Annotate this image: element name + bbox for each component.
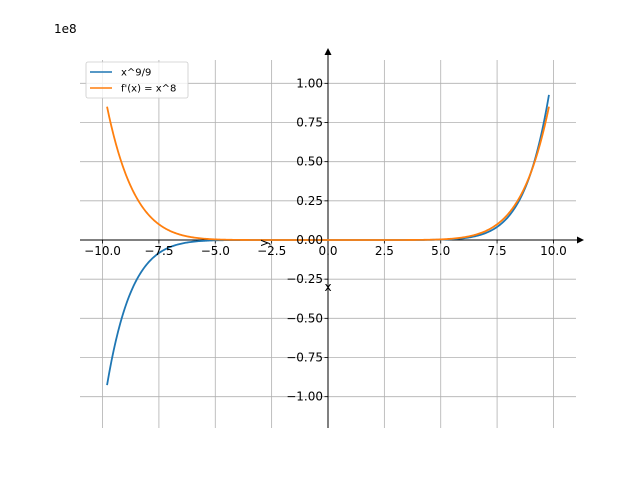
y-tick-label-4: 0.00	[296, 233, 323, 247]
y-tick-label-0: −1.00	[286, 390, 323, 404]
legend-label-1: x^9/9	[121, 68, 151, 79]
x-tick-label-7: 7.5	[488, 244, 507, 258]
x-tick-label-5: 2.5	[375, 244, 394, 258]
x-tick-label-0: −10.0	[84, 244, 121, 258]
y-tick-label-3: −0.25	[286, 272, 323, 286]
y-tick-label-1: −0.75	[286, 351, 323, 365]
y-tick-label-7: 0.75	[296, 116, 323, 130]
legend-box	[85, 61, 189, 99]
y-tick-label-8: 1.00	[296, 76, 323, 90]
y-tick-label-5: 0.25	[296, 194, 323, 208]
y-tick-label-2: −0.50	[286, 311, 323, 325]
series-lines	[106, 94, 550, 386]
x-tick-label-1: −7.5	[144, 244, 173, 258]
y-tick-label-6: 0.50	[296, 155, 323, 169]
y-axis-label: y	[257, 239, 271, 246]
x-tick-label-4: 0.0	[318, 244, 337, 258]
axes	[80, 48, 584, 428]
x-tick-label-3: −2.5	[257, 244, 286, 258]
x-axis-arrow	[577, 236, 584, 244]
legend-label-2: f'(x) = x^8	[121, 84, 176, 95]
y-axis-arrow	[324, 48, 332, 55]
legend: x^9/9 f'(x) = x^8	[85, 61, 189, 99]
tick-labels: −10.0 −7.5 −5.0 −2.5 0.0 2.5 5.0 7.5 10.0 −1.00 −0…	[84, 76, 567, 403]
scale-note: 1e8	[54, 22, 77, 36]
x-tick-label-6: 5.0	[431, 244, 450, 258]
x-axis-label: x	[324, 280, 331, 294]
x-tick-label-8: 10.0	[540, 244, 567, 258]
x-tick-label-2: −5.0	[201, 244, 230, 258]
series-line-2	[106, 106, 550, 241]
